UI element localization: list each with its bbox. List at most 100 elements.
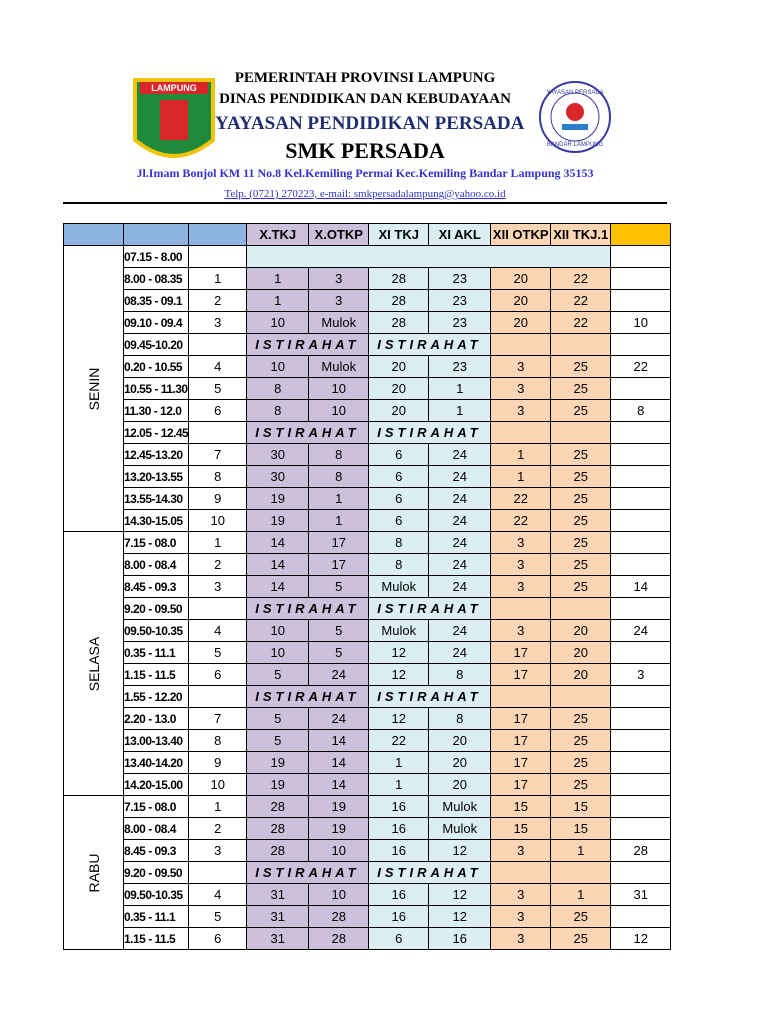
break-cell: ISTIRAHAT bbox=[246, 421, 370, 444]
time-cell: 14.20-15.00 bbox=[122, 773, 190, 796]
header-line: DINAS PENDIDIKAN DAN KEBUDAYAAN bbox=[219, 91, 511, 107]
schedule-table: X.TKJ X.OTKP XI TKJ XI AKL XII OTKP XII TKJ.1… bbox=[63, 223, 672, 950]
break-cell: ISTIRAHAT bbox=[368, 421, 492, 444]
lesson-cell: 1 bbox=[246, 267, 310, 290]
period-cell: 4 bbox=[188, 355, 248, 378]
time-cell: 0.35 - 11.1 bbox=[122, 905, 190, 928]
lesson-cell: 19 bbox=[308, 817, 370, 840]
lesson-cell: 10 bbox=[308, 883, 370, 906]
lesson-cell: 12 bbox=[368, 663, 430, 686]
time-cell: 14.30-15.05 bbox=[122, 509, 190, 532]
table-row: 13.55-14.30 9 19 1 6 24 22 25 bbox=[64, 487, 672, 510]
lesson-cell: 28 bbox=[246, 839, 310, 862]
period-cell: 1 bbox=[188, 267, 248, 290]
period-cell bbox=[188, 597, 248, 620]
lesson-cell: 5 bbox=[308, 641, 370, 664]
period-cell: 3 bbox=[188, 839, 248, 862]
time-cell: 13.20-13.55 bbox=[122, 465, 190, 488]
period-cell: 5 bbox=[188, 641, 248, 664]
lesson-cell: 14 bbox=[308, 729, 370, 752]
logo-emblem bbox=[160, 100, 188, 140]
lesson-cell: 20 bbox=[550, 663, 612, 686]
lesson-cell: Mulok bbox=[428, 795, 492, 818]
lesson-cell: 14 bbox=[308, 751, 370, 774]
time-cell: 10.55 - 11.30 bbox=[122, 377, 190, 400]
lesson-cell: 8 bbox=[368, 553, 430, 576]
time-cell: 1.15 - 11.5 bbox=[122, 927, 190, 950]
extra-cell: 8 bbox=[610, 399, 672, 422]
lesson-cell: 12 bbox=[428, 839, 492, 862]
header-line: PEMERINTAH PROVINSI LAMPUNG bbox=[234, 70, 496, 86]
lesson-cell: 1 bbox=[490, 465, 552, 488]
table-row: 9.20 - 09.50 ISTIRAHAT ISTIRAHAT bbox=[64, 861, 672, 884]
lesson-cell: Mulok bbox=[308, 355, 370, 378]
lesson-cell: 19 bbox=[308, 795, 370, 818]
lesson-cell: 1 bbox=[428, 399, 492, 422]
period-cell: 7 bbox=[188, 443, 248, 466]
period-cell bbox=[188, 685, 248, 708]
time-cell: 7.15 - 08.0 bbox=[122, 795, 190, 818]
lesson-cell: 6 bbox=[368, 509, 430, 532]
time-cell: 1.55 - 12.20 bbox=[122, 685, 190, 708]
lesson-cell: 10 bbox=[308, 399, 370, 422]
time-cell: 8.45 - 09.3 bbox=[122, 839, 190, 862]
lesson-cell: 1 bbox=[550, 839, 612, 862]
lesson-cell: 22 bbox=[490, 509, 552, 532]
logo-text: YAYASAN PERSADA bbox=[546, 90, 603, 96]
extra-cell bbox=[610, 685, 672, 708]
lesson-cell: 23 bbox=[428, 355, 492, 378]
table-row: 9.20 - 09.50 ISTIRAHAT ISTIRAHAT bbox=[64, 597, 672, 620]
lesson-cell: 16 bbox=[368, 795, 430, 818]
lesson-cell: 15 bbox=[550, 795, 612, 818]
lesson-cell: 20 bbox=[490, 289, 552, 312]
break-cell: ISTIRAHAT bbox=[246, 861, 370, 884]
time-cell: 1.15 - 11.5 bbox=[122, 663, 190, 686]
lesson-cell bbox=[490, 685, 552, 708]
lesson-cell: 6 bbox=[368, 487, 430, 510]
lesson-cell: 20 bbox=[368, 355, 430, 378]
lesson-cell: 10 bbox=[246, 311, 310, 334]
period-cell: 6 bbox=[188, 927, 248, 950]
time-cell: 09.50-10.35 bbox=[122, 883, 190, 906]
lesson-cell: 3 bbox=[490, 883, 552, 906]
lesson-cell: 3 bbox=[490, 531, 552, 554]
period-cell: 8 bbox=[188, 729, 248, 752]
period-cell: 8 bbox=[188, 465, 248, 488]
lesson-cell: 25 bbox=[550, 531, 612, 554]
lesson-cell: 28 bbox=[368, 311, 430, 334]
band-cell bbox=[246, 245, 612, 268]
lesson-cell: 31 bbox=[246, 883, 310, 906]
table-row: SENIN 07.15 - 8.00 bbox=[63, 245, 672, 532]
table-row: 1.15 - 11.5 6 5 24 12 8 17 20 3 bbox=[64, 663, 672, 686]
lesson-cell: 16 bbox=[368, 905, 430, 928]
period-cell bbox=[188, 245, 248, 268]
lesson-cell: 1 bbox=[368, 773, 430, 796]
time-cell: 0.35 - 11.1 bbox=[122, 641, 190, 664]
lesson-cell: 15 bbox=[490, 817, 552, 840]
lesson-cell: 5 bbox=[246, 729, 310, 752]
time-cell: 8.45 - 09.3 bbox=[122, 575, 190, 598]
lesson-cell: 3 bbox=[490, 619, 552, 642]
lesson-cell: Mulok bbox=[428, 817, 492, 840]
lesson-cell: 24 bbox=[428, 641, 492, 664]
break-cell: ISTIRAHAT bbox=[246, 685, 370, 708]
lesson-cell: 6 bbox=[368, 465, 430, 488]
lesson-cell: 19 bbox=[246, 773, 310, 796]
break-cell: ISTIRAHAT bbox=[368, 861, 492, 884]
extra-cell bbox=[610, 707, 672, 730]
lesson-cell: 1 bbox=[490, 443, 552, 466]
lesson-cell: 5 bbox=[246, 707, 310, 730]
period-cell bbox=[188, 421, 248, 444]
lesson-cell: 31 bbox=[246, 927, 310, 950]
period-cell: 3 bbox=[188, 311, 248, 334]
school-name: SMK PERSADA bbox=[285, 138, 445, 163]
contact: Telp. (0721) 270223, e-mail: smkpersadal… bbox=[224, 188, 506, 200]
lesson-cell: 3 bbox=[490, 905, 552, 928]
period-cell: 6 bbox=[188, 399, 248, 422]
lesson-cell: 12 bbox=[428, 883, 492, 906]
time-cell: 12.05 - 12.45 bbox=[122, 421, 190, 444]
lesson-cell: 28 bbox=[246, 795, 310, 818]
table-row: RABU 7.15 - 08.0 1 28 19 16 Mulok 15 15 bbox=[63, 795, 672, 950]
period-cell: 1 bbox=[188, 795, 248, 818]
